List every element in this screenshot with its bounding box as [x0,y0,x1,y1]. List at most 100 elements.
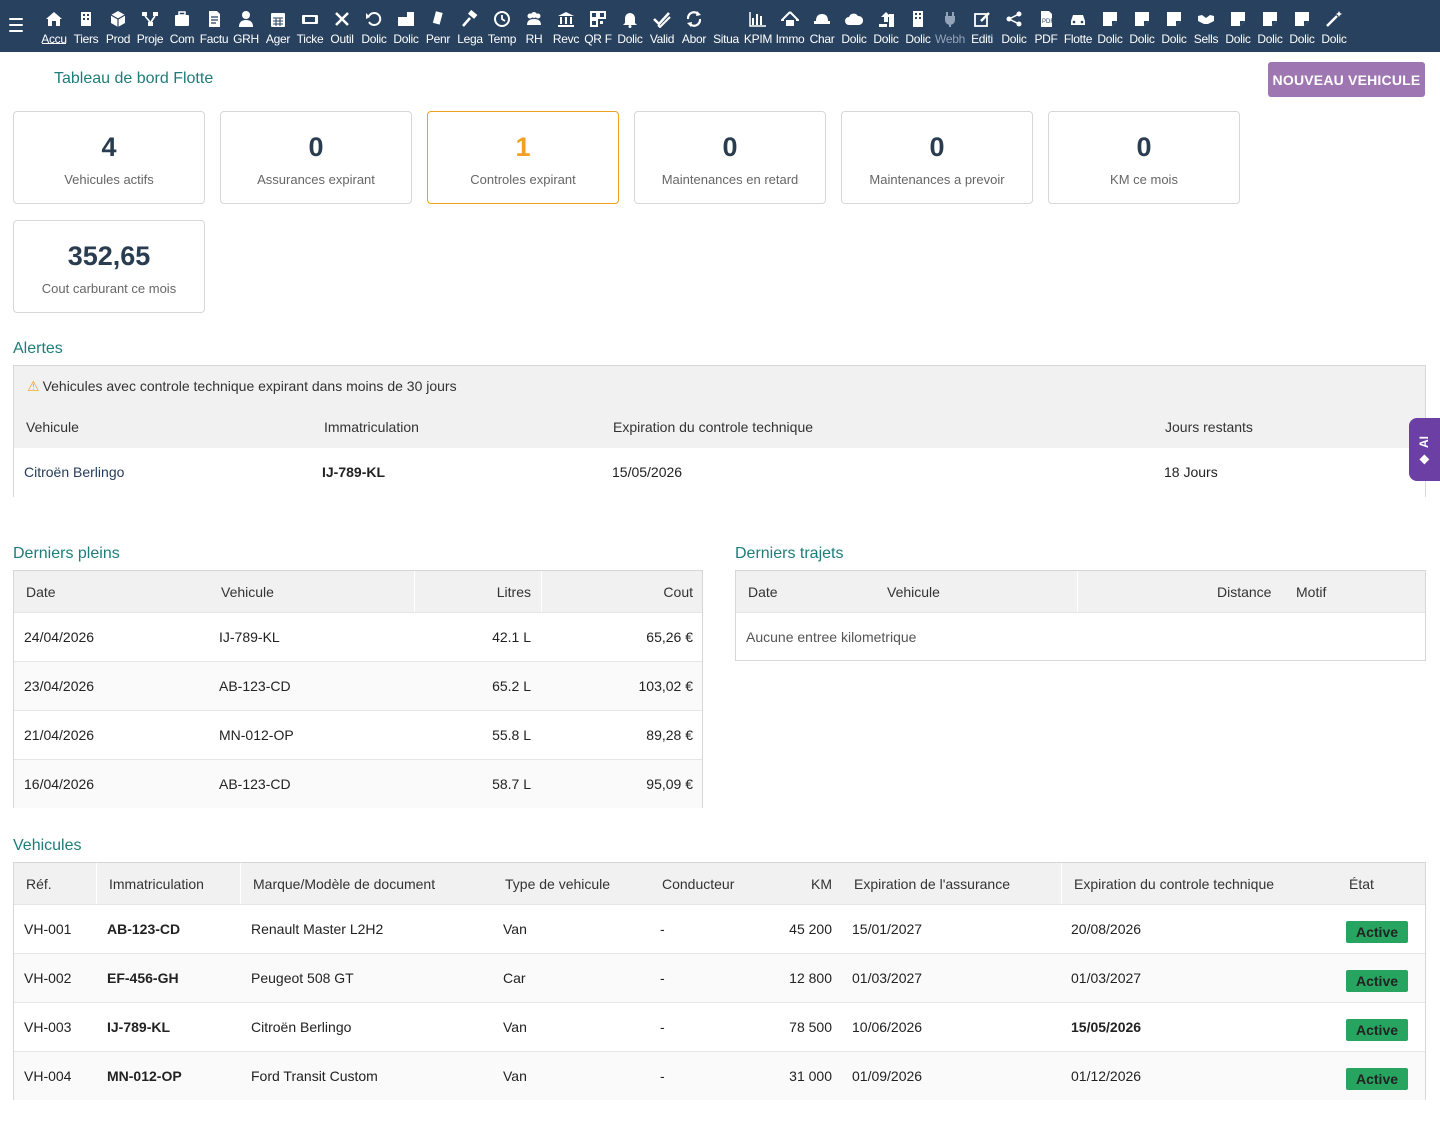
menu-item-label: Webh [935,33,965,46]
calendar-icon [269,0,287,31]
menu-item-18[interactable]: Dolic [614,0,646,52]
stat-card-expiring-insurance[interactable]: 0 Assurances expirant [220,111,412,204]
fuel-vehicle-link[interactable]: IJ-789-KL [219,629,280,645]
menu-item-13[interactable]: Lega [454,0,486,52]
col-inspection-expiry: Expiration du controle technique [613,419,814,435]
vehicle-ref-link[interactable]: VH-004 [24,1068,72,1084]
new-vehicle-button[interactable]: NOUVEAU VEHICULE [1268,62,1425,97]
menu-item-16[interactable]: Revc [550,0,582,52]
fuel-table: Date Vehicule Litres Cout 24/04/2026 IJ-7… [13,570,703,808]
menu-item-24[interactable]: Char [806,0,838,52]
menu-item-7[interactable]: Ager [262,0,294,52]
stat-label: Maintenances en retard [661,172,799,187]
menu-item-23[interactable]: Immo [774,0,806,52]
menu-item-6[interactable]: GRH [230,0,262,52]
inspection-expiry: 20/08/2026 [1071,921,1142,937]
menu-item-19[interactable]: Valid [646,0,678,52]
menu-item-8[interactable]: Ticke [294,0,326,52]
trips-table-header: Date Vehicule Distance Motif [736,571,1425,612]
menu-item-1[interactable]: Tiers [70,0,102,52]
vehicle-ref-link[interactable]: VH-001 [24,921,72,937]
menu-item-39[interactable]: Dolic [1286,0,1318,52]
menu-item-11[interactable]: Dolic [390,0,422,52]
fuel-table-header: Date Vehicule Litres Cout [14,571,702,612]
vehicle-plate: AB-123-CD [107,921,181,937]
vehicle-ref-link[interactable]: VH-003 [24,1019,72,1035]
stat-card-active-vehicles[interactable]: 4 Vehicules actifs [13,111,205,204]
empty-row: Aucune entree kilometrique [736,612,1425,661]
stat-value: 0 [722,132,738,162]
menu-item-40[interactable]: Dolic [1318,0,1350,52]
vehicles-table-header: Réf. Immatriculation Marque/Modèle de do… [14,863,1425,904]
table-row: VH-004 MN-012-OP Ford Transit Custom Van - 31… [14,1051,1425,1100]
stat-card-expiring-inspections[interactable]: 1 Controles expirant [427,111,619,204]
vehicles-title: Vehicules [13,837,82,854]
menu-item-37[interactable]: Dolic [1222,0,1254,52]
stat-card-km-this-month[interactable]: 0 KM ce mois [1048,111,1240,204]
menu-item-label: Prod [105,33,131,46]
menu-item-14[interactable]: Temp [486,0,518,52]
alert-message: ⚠ Vehicules avec controle technique expir… [27,378,457,395]
column-divider [96,863,97,904]
module-menu: Accu Tiers Prod Proje Com Factu GRH Ager Ticke Ou… [38,0,1350,52]
fuel-cost: 95,09 € [646,776,693,792]
users-icon [525,0,543,31]
menu-item-label: GRH [233,33,259,46]
menu-item-label: Dolic [1129,33,1155,46]
fuel-title: Derniers pleins [13,545,120,562]
vehicle-ref-link[interactable]: VH-002 [24,970,72,986]
sticky-note-icon [1229,0,1247,31]
fuel-date: 21/04/2026 [24,727,95,743]
stat-card-fuel-cost[interactable]: 352,65 Cout carburant ce mois [13,220,205,313]
menu-item-2[interactable]: Prod [102,0,134,52]
column-divider [1061,863,1062,904]
menu-item-12[interactable]: Penr [422,0,454,52]
menu-item-9[interactable]: Outil [326,0,358,52]
menu-item-10[interactable]: Dolic [358,0,390,52]
menu-item-5[interactable]: Factu [198,0,230,52]
menu-item-31[interactable]: PDF PDF [1030,0,1062,52]
car-icon [1069,0,1087,31]
menu-item-33[interactable]: Dolic [1094,0,1126,52]
menu-item-26[interactable]: Dolic [870,0,902,52]
table-row: VH-001 AB-123-CD Renault Master L2H2 Van - 45… [14,904,1425,953]
menu-item-29[interactable]: Editi [966,0,998,52]
stat-card-overdue-maintenance[interactable]: 0 Maintenances en retard [634,111,826,204]
menu-item-label: Dolic [905,33,931,46]
menu-item-20[interactable]: Abor [678,0,710,52]
menu-item-3[interactable]: Proje [134,0,166,52]
menu-item-32[interactable]: Flotte [1062,0,1094,52]
menu-item-34[interactable]: Dolic [1126,0,1158,52]
menu-item-0[interactable]: Accu [38,0,70,52]
menu-item-label: Dolic [1161,33,1187,46]
menu-item-30[interactable]: Dolic [998,0,1030,52]
col-date: Date [748,584,778,600]
fuel-vehicle-link[interactable]: AB-123-CD [219,678,291,694]
menu-item-label: Dolic [1001,33,1027,46]
menu-item-35[interactable]: Dolic [1158,0,1190,52]
ai-tab-label: ◆ AI [1417,436,1431,466]
menu-item-21[interactable]: Situa [710,0,742,52]
menu-item-15[interactable]: RH [518,0,550,52]
col-status: État [1349,876,1374,892]
hamburger-menu-icon[interactable] [9,18,23,32]
table-row: 21/04/2026 MN-012-OP 55.8 L 89,28 € [14,710,702,759]
ai-assistant-tab[interactable]: ◆ AI [1409,418,1440,481]
menu-item-28[interactable]: Webh [934,0,966,52]
menu-item-17[interactable]: QR F [582,0,614,52]
fuel-vehicle-link[interactable]: MN-012-OP [219,727,294,743]
cube-icon [109,0,127,31]
vehicle-link[interactable]: Citroën Berlingo [24,464,125,480]
menu-item-38[interactable]: Dolic [1254,0,1286,52]
vehicle-type: Van [503,921,527,937]
menu-item-25[interactable]: Dolic [838,0,870,52]
menu-item-36[interactable]: Sells [1190,0,1222,52]
fuel-vehicle-link[interactable]: AB-123-CD [219,776,291,792]
menu-item-4[interactable]: Com [166,0,198,52]
menu-item-22[interactable]: KPIM [742,0,774,52]
stat-card-planned-maintenance[interactable]: 0 Maintenances a prevoir [841,111,1033,204]
menu-item-27[interactable]: Dolic [902,0,934,52]
menu-item-label: Char [809,33,835,46]
menu-item-label: Valid [649,33,675,46]
menu-item-label: PDF [1034,33,1058,46]
